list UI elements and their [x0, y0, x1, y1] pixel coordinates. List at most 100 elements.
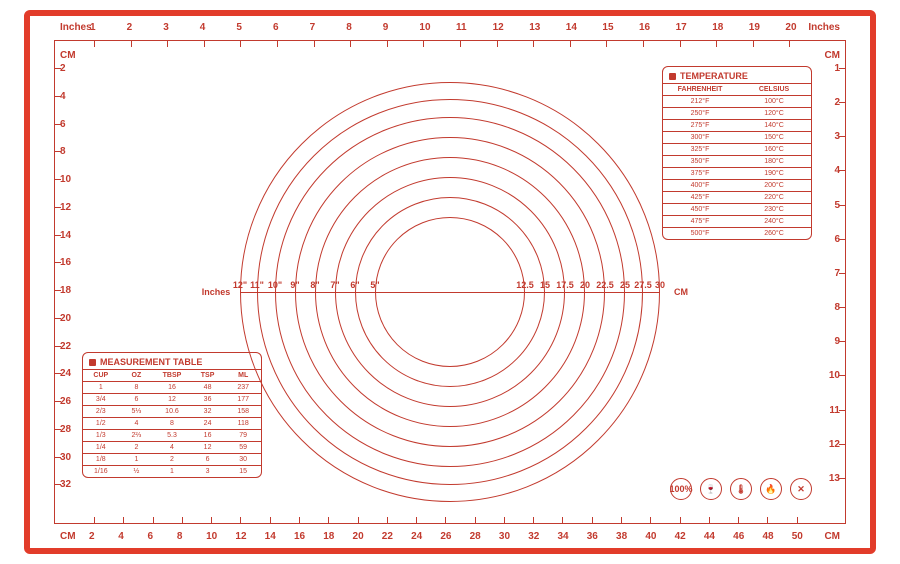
- table-row: 450°F230°C: [663, 204, 811, 216]
- title-dot-icon: [89, 359, 96, 366]
- bottom-cm-44: 44: [704, 531, 715, 542]
- diam-cm-22.5: 22.5: [594, 280, 616, 290]
- right-tick: [839, 273, 846, 274]
- diam-in-5: 5": [366, 280, 384, 290]
- left-tick: [54, 318, 61, 319]
- top-inch-11: 11: [456, 22, 467, 33]
- left-tick: [54, 262, 61, 263]
- right-tick: [839, 478, 846, 479]
- left-tick: [54, 429, 61, 430]
- table-row: 475°F240°C: [663, 216, 811, 228]
- bottom-tick: [504, 517, 505, 524]
- top-tick: [94, 40, 95, 47]
- top-tick: [314, 40, 315, 47]
- table-row: 1/4241259: [83, 442, 261, 454]
- top-tick: [350, 40, 351, 47]
- label-inches-tl: Inches: [60, 22, 92, 33]
- bottom-tick: [328, 517, 329, 524]
- table-row: 212°F100°C: [663, 96, 811, 108]
- left-cm-28: 28: [60, 424, 71, 435]
- diam-cm-label: CM: [666, 287, 696, 297]
- top-inch-16: 16: [639, 22, 650, 33]
- bottom-tick: [797, 517, 798, 524]
- left-tick: [54, 207, 61, 208]
- bottom-tick: [475, 517, 476, 524]
- top-tick: [533, 40, 534, 47]
- bottom-cm-42: 42: [675, 531, 686, 542]
- bottom-tick: [416, 517, 417, 524]
- feature-icons: 100%🍷🌡🔥✕: [670, 478, 812, 500]
- right-tick: [839, 410, 846, 411]
- top-inch-10: 10: [419, 22, 430, 33]
- left-cm-12: 12: [60, 202, 71, 213]
- col-CUP: CUP: [83, 370, 119, 381]
- bottom-tick: [211, 517, 212, 524]
- top-tick: [204, 40, 205, 47]
- col-CELSIUS: CELSIUS: [737, 84, 811, 95]
- bottom-tick: [738, 517, 739, 524]
- top-inch-2: 2: [127, 22, 133, 33]
- top-tick: [606, 40, 607, 47]
- top-tick: [497, 40, 498, 47]
- bottom-tick: [621, 517, 622, 524]
- diam-cm-20: 20: [574, 280, 596, 290]
- table-row: 181648237: [83, 382, 261, 394]
- left-tick: [54, 346, 61, 347]
- bottom-tick: [358, 517, 359, 524]
- top-inch-6: 6: [273, 22, 279, 33]
- title-dot-icon: [669, 73, 676, 80]
- left-cm-32: 32: [60, 479, 71, 490]
- top-tick: [753, 40, 754, 47]
- label-cm-tl: CM: [60, 50, 76, 61]
- bottom-cm-28: 28: [470, 531, 481, 542]
- top-tick: [240, 40, 241, 47]
- bottom-tick: [240, 517, 241, 524]
- diam-in-9: 9": [286, 280, 304, 290]
- table-row: 1/24824118: [83, 418, 261, 430]
- left-cm-24: 24: [60, 368, 71, 379]
- top-tick: [277, 40, 278, 47]
- table-row: 325°F160°C: [663, 144, 811, 156]
- col-TBSP: TBSP: [154, 370, 190, 381]
- left-tick: [54, 151, 61, 152]
- bottom-cm-20: 20: [353, 531, 364, 542]
- top-inch-14: 14: [566, 22, 577, 33]
- diam-in-11: 11": [248, 280, 266, 290]
- bottom-tick: [650, 517, 651, 524]
- table-row: 350°F180°C: [663, 156, 811, 168]
- measurement-panel: MEASUREMENT TABLE CUPOZTBSPTSPML 1816482…: [82, 352, 262, 478]
- top-inch-1: 1: [90, 22, 96, 33]
- top-tick: [643, 40, 644, 47]
- bottom-cm-36: 36: [587, 531, 598, 542]
- right-tick: [839, 136, 846, 137]
- table-row: 1/32⅔5.31679: [83, 430, 261, 442]
- bottom-tick: [445, 517, 446, 524]
- bottom-cm-12: 12: [235, 531, 246, 542]
- top-inch-9: 9: [383, 22, 389, 33]
- top-tick: [167, 40, 168, 47]
- bottom-tick: [680, 517, 681, 524]
- table-row: 1/812630: [83, 454, 261, 466]
- feature-icon-4: ✕: [790, 478, 812, 500]
- feature-icon-3: 🔥: [760, 478, 782, 500]
- measurement-headers: CUPOZTBSPTSPML: [83, 369, 261, 382]
- baking-mat: Inches Inches CM CM CM CM 12345678910111…: [24, 10, 876, 554]
- top-inch-7: 7: [310, 22, 316, 33]
- top-tick: [716, 40, 717, 47]
- top-inch-15: 15: [602, 22, 613, 33]
- top-inch-13: 13: [529, 22, 540, 33]
- feature-icon-0: 100%: [670, 478, 692, 500]
- bottom-tick: [270, 517, 271, 524]
- diam-in-8: 8": [306, 280, 324, 290]
- temperature-rows: 212°F100°C250°F120°C275°F140°C300°F150°C…: [663, 96, 811, 239]
- left-tick: [54, 179, 61, 180]
- temperature-title-text: TEMPERATURE: [680, 71, 748, 81]
- left-tick: [54, 124, 61, 125]
- left-tick: [54, 457, 61, 458]
- right-tick: [839, 307, 846, 308]
- temperature-panel: TEMPERATURE FAHRENHEITCELSIUS 212°F100°C…: [662, 66, 812, 240]
- left-cm-26: 26: [60, 396, 71, 407]
- left-cm-14: 14: [60, 230, 71, 241]
- bottom-tick: [123, 517, 124, 524]
- left-cm-22: 22: [60, 341, 71, 352]
